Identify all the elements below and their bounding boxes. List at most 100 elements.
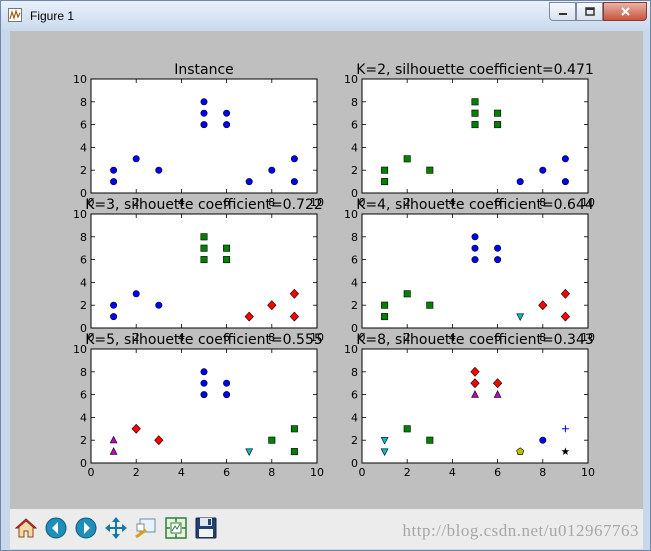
x-tick-label: 8 [539, 331, 546, 344]
data-point [561, 178, 569, 186]
x-tick-label: 8 [268, 331, 275, 344]
y-tick-label: 2 [80, 164, 87, 177]
minimize-icon [558, 12, 567, 15]
data-point [516, 313, 525, 322]
y-tick-label: 2 [351, 434, 358, 447]
data-point [110, 313, 118, 321]
subplot-title: Instance [174, 62, 234, 78]
x-tick-label: 2 [404, 331, 411, 344]
x-tick-label: 10 [310, 466, 324, 479]
x-tick-label: 10 [581, 466, 595, 479]
close-button[interactable] [603, 2, 647, 21]
forward-button[interactable] [72, 514, 100, 542]
axes-frame [361, 348, 589, 464]
x-tick-label: 4 [449, 466, 456, 479]
data-point [131, 423, 141, 434]
axes-background [362, 349, 588, 463]
minimize-button[interactable] [549, 2, 576, 21]
data-point [200, 109, 208, 117]
close-icon [620, 7, 630, 16]
subplot-title: K=4, silhouette coefficient=0.644 [356, 197, 594, 213]
data-point [426, 166, 434, 174]
y-tick-label: 6 [351, 389, 358, 402]
back-button[interactable] [42, 514, 70, 542]
zoom-button[interactable] [132, 514, 160, 542]
data-point [244, 311, 254, 322]
home-button[interactable] [12, 514, 40, 542]
navigation-toolbar [10, 509, 643, 549]
y-tick-label: 0 [351, 187, 358, 200]
pan-move-icon [105, 517, 127, 539]
data-point [560, 288, 571, 299]
y-tick-label: 10 [344, 343, 358, 356]
data-point [245, 178, 253, 186]
y-tick-label: 10 [344, 73, 358, 86]
data-point [290, 448, 298, 456]
data-point [539, 166, 547, 174]
x-tick-label: 2 [404, 196, 411, 209]
subplot-title: K=5, silhouette coefficient=0.555 [85, 332, 323, 348]
data-point [403, 425, 411, 433]
x-tick-label: 6 [223, 196, 230, 209]
x-tick-label: 6 [494, 331, 501, 344]
axes-frame [90, 213, 318, 329]
maximize-button[interactable] [576, 2, 603, 21]
y-tick-label: 6 [351, 254, 358, 267]
data-point [470, 366, 480, 377]
pan-button[interactable] [102, 514, 130, 542]
configure-subplots-button[interactable] [162, 514, 190, 542]
y-tick-label: 2 [351, 299, 358, 312]
data-point [200, 233, 208, 241]
window-title: Figure 1 [30, 9, 75, 23]
y-tick-label: 10 [73, 343, 87, 356]
home-icon [14, 518, 38, 538]
data-point [155, 301, 163, 309]
x-tick-label: 6 [494, 196, 501, 209]
data-point [560, 311, 571, 322]
x-tick-label: 0 [88, 466, 95, 479]
data-point [494, 256, 502, 264]
y-tick-label: 8 [80, 231, 87, 244]
x-tick-label: 2 [404, 466, 411, 479]
data-point [245, 448, 254, 457]
figure-canvas[interactable]: Instance 0 2 4 6 8 10 0 2 4 6 8 10 K=2, silhouette co… [10, 31, 643, 509]
y-tick-label: 4 [351, 141, 358, 154]
data-point [223, 121, 231, 129]
data-point [268, 166, 276, 174]
x-tick-label: 10 [310, 331, 324, 344]
y-tick-label: 6 [351, 119, 358, 132]
data-point [200, 256, 208, 264]
y-tick-label: 8 [80, 96, 87, 109]
x-tick-label: 4 [449, 331, 456, 344]
subplot-1: Instance 0 2 4 6 8 10 0 2 4 6 8 10 [73, 62, 324, 209]
title-bar[interactable]: Figure 1 [1, 1, 650, 31]
data-point [109, 447, 118, 455]
x-tick-label: 6 [223, 466, 230, 479]
data-point [426, 436, 434, 444]
data-point [403, 155, 411, 163]
x-tick-label: 10 [581, 331, 595, 344]
x-tick-label: 8 [268, 466, 275, 479]
data-point [155, 166, 163, 174]
x-tick-label: 0 [88, 196, 95, 209]
y-tick-label: 4 [80, 141, 87, 154]
data-point [200, 121, 208, 129]
y-tick-label: 10 [73, 208, 87, 221]
x-tick-label: 8 [539, 196, 546, 209]
y-tick-label: 8 [351, 96, 358, 109]
y-tick-label: 2 [80, 434, 87, 447]
save-button[interactable] [192, 514, 220, 542]
x-tick-label: 0 [88, 331, 95, 344]
x-tick-label: 2 [133, 196, 140, 209]
data-point [381, 166, 389, 174]
matplotlib-app-icon [8, 8, 22, 22]
y-tick-label: 4 [351, 411, 358, 424]
x-tick-label: 4 [178, 466, 185, 479]
data-point [110, 178, 118, 186]
x-tick-label: 8 [268, 196, 275, 209]
data-point [267, 300, 277, 311]
data-point [110, 301, 118, 309]
data-point [471, 390, 479, 398]
